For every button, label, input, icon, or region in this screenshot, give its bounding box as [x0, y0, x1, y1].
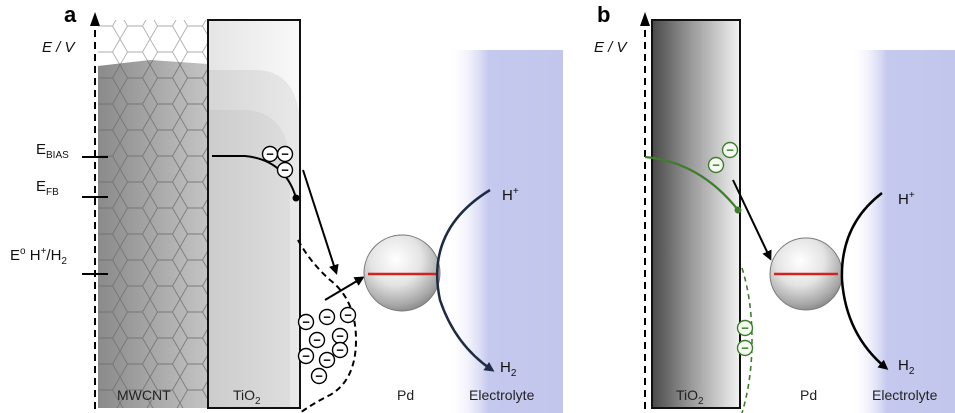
- svg-text:−: −: [726, 143, 734, 158]
- interface-dot-a: [292, 194, 300, 202]
- electron-icon: −: [310, 367, 328, 385]
- tio2-label-a: TiO2: [233, 387, 261, 407]
- panel-b-label: b: [597, 2, 610, 27]
- level-e-fb-label: EFB: [36, 178, 59, 198]
- svg-text:−: −: [266, 147, 274, 162]
- electron-icon: −: [331, 341, 349, 359]
- tio2-fill-b: [652, 20, 740, 408]
- tio2-fill: [208, 20, 300, 408]
- level-e-redox-label: Eo H+/H2: [10, 246, 67, 267]
- svg-text:−: −: [315, 369, 323, 384]
- electrolyte-label-b: Electrolyte: [872, 387, 938, 403]
- panel-b: b E / V −− −− H+ H2 TiO2 Pd Electrolyte: [594, 2, 955, 413]
- electron-icon: −: [308, 331, 326, 349]
- svg-text:−: −: [344, 308, 352, 323]
- panel-b-axis-label: E / V: [594, 39, 629, 56]
- electron-icon: −: [707, 156, 725, 174]
- electron-icon: −: [339, 306, 357, 324]
- tio2-label-b: TiO2: [676, 387, 704, 407]
- trapped-electrons-b: −−: [736, 319, 754, 357]
- svg-text:−: −: [336, 343, 344, 358]
- svg-text:−: −: [302, 315, 310, 330]
- electrolyte-region-a: [448, 50, 563, 413]
- injection-arrow-a: [324, 276, 365, 301]
- electrolyte-region-b: [850, 50, 955, 413]
- svg-text:−: −: [336, 329, 344, 344]
- band-bending-curve-b: [644, 155, 739, 211]
- level-e-bias-label: EBIAS: [36, 141, 69, 161]
- electron-icon: −: [318, 308, 336, 326]
- panel-b-axis-arrowhead: [640, 12, 650, 26]
- electron-distribution-curve-b: [741, 267, 753, 413]
- interface-dot-b: [734, 206, 742, 214]
- electron-icon: −: [297, 347, 315, 365]
- pd-label-a: Pd: [397, 387, 414, 403]
- tio2-box-b: [651, 19, 741, 409]
- svg-text:−: −: [323, 353, 331, 368]
- electron-icon: −: [276, 161, 294, 179]
- transfer-arrow-b: [732, 179, 772, 261]
- transfer-arrow-a: [302, 169, 339, 275]
- electrolyte-label-a: Electrolyte: [469, 387, 535, 403]
- electron-icon: −: [736, 319, 754, 337]
- svg-text:−: −: [313, 333, 321, 348]
- svg-text:−: −: [741, 341, 749, 356]
- reduction-arc-a: [435, 188, 495, 372]
- electron-cloud-a: − − −− −− −−−: [297, 306, 357, 385]
- svg-text:−: −: [712, 158, 720, 173]
- electron-icon: −: [261, 145, 279, 163]
- hplus-label-a: H+: [502, 186, 519, 204]
- interface-electrons-b: −−: [707, 141, 739, 174]
- svg-text:−: −: [323, 310, 331, 325]
- electron-distribution-curve-a: [297, 239, 358, 413]
- electron-icon: −: [297, 313, 315, 331]
- panel-a-axis-arrowhead: [90, 12, 100, 26]
- electron-icon: −: [736, 339, 754, 357]
- h2-label-b: H2: [898, 357, 915, 377]
- svg-text:−: −: [281, 163, 289, 178]
- mwcnt-label: MWCNT: [117, 387, 171, 403]
- mwcnt-block: [98, 20, 208, 408]
- reduction-arc-b: [840, 192, 889, 370]
- svg-text:−: −: [741, 321, 749, 336]
- electron-icon: −: [276, 145, 294, 163]
- electron-icon: −: [318, 351, 336, 369]
- svg-text:−: −: [281, 147, 289, 162]
- hplus-label-b: H+: [898, 190, 915, 208]
- band-bending-curve-a: [212, 155, 297, 199]
- panel-a: a E / V EBIAS EFB Eo H+/H2 − −−: [10, 2, 563, 413]
- electron-icon: −: [331, 327, 349, 345]
- electron-icon: −: [721, 141, 739, 159]
- panel-a-label: a: [64, 2, 77, 27]
- panel-a-axis-label: E / V: [42, 39, 77, 56]
- h2-label-a: H2: [500, 359, 517, 379]
- interface-electrons-a: − −−: [261, 145, 294, 179]
- pd-label-b: Pd: [800, 387, 817, 403]
- svg-text:−: −: [302, 349, 310, 364]
- tio2-box-a: [207, 19, 301, 409]
